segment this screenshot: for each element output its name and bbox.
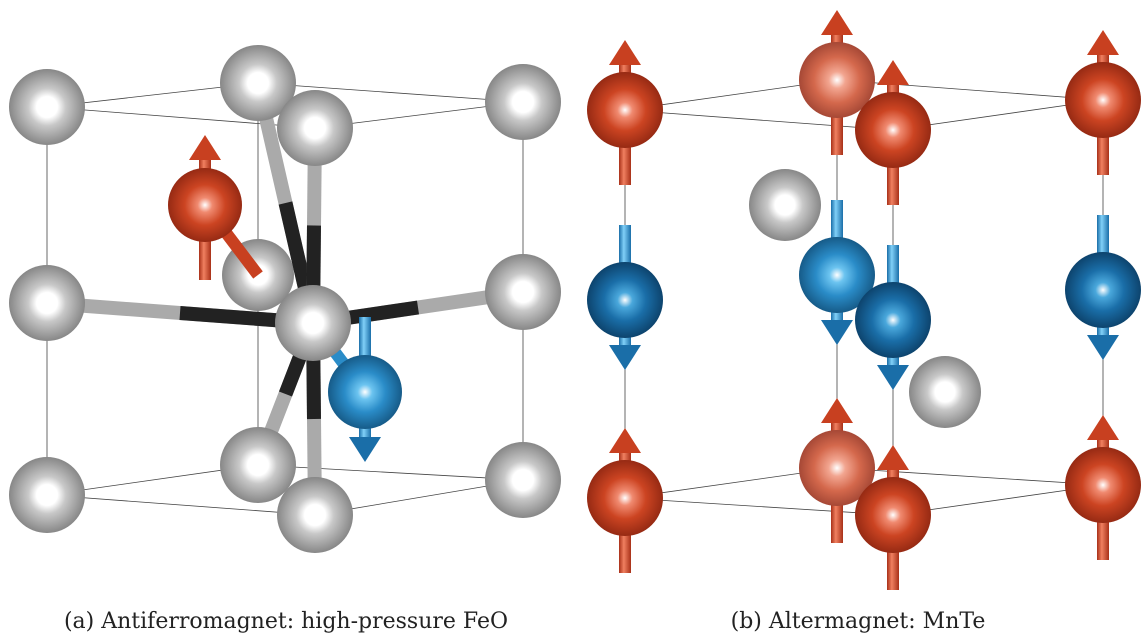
atom xyxy=(485,64,561,140)
spin-head xyxy=(877,60,909,85)
atom xyxy=(587,72,663,148)
spin-head xyxy=(877,365,909,390)
structures xyxy=(9,10,1141,590)
caption: (a) Antiferromagnet: high-pressure FeO xyxy=(64,609,508,634)
atom xyxy=(1065,62,1141,138)
figure: (a) Antiferromagnet: high-pressure FeO (… xyxy=(0,0,1142,643)
atom xyxy=(9,265,85,341)
spin-head xyxy=(1087,30,1119,55)
spin-head xyxy=(609,428,641,453)
caption: (b) Altermagnet: MnTe xyxy=(731,609,986,634)
atom xyxy=(1065,252,1141,328)
atom xyxy=(277,477,353,553)
atom xyxy=(749,169,821,241)
spin-head xyxy=(609,40,641,65)
spin-head xyxy=(1087,415,1119,440)
atom xyxy=(485,254,561,330)
atom xyxy=(855,92,931,168)
atom xyxy=(9,457,85,533)
atom xyxy=(855,477,931,553)
spin-head xyxy=(609,345,641,370)
spin-head xyxy=(877,445,909,470)
atom xyxy=(1065,447,1141,523)
spin-head xyxy=(821,398,853,423)
spin-head xyxy=(1087,335,1119,360)
spin-head xyxy=(349,437,381,462)
spin-head xyxy=(189,135,221,160)
atom xyxy=(855,282,931,358)
bond xyxy=(258,465,523,480)
atom xyxy=(909,356,981,428)
atom xyxy=(277,90,353,166)
page: (a) Antiferromagnet: high-pressure FeO (… xyxy=(0,0,1142,643)
atom xyxy=(275,285,351,361)
atom xyxy=(220,427,296,503)
atom xyxy=(587,262,663,338)
spin-head xyxy=(821,320,853,345)
atom xyxy=(168,168,242,242)
atom xyxy=(9,69,85,145)
atom xyxy=(485,442,561,518)
atom xyxy=(587,460,663,536)
atom xyxy=(328,355,402,429)
spin-head xyxy=(821,10,853,35)
